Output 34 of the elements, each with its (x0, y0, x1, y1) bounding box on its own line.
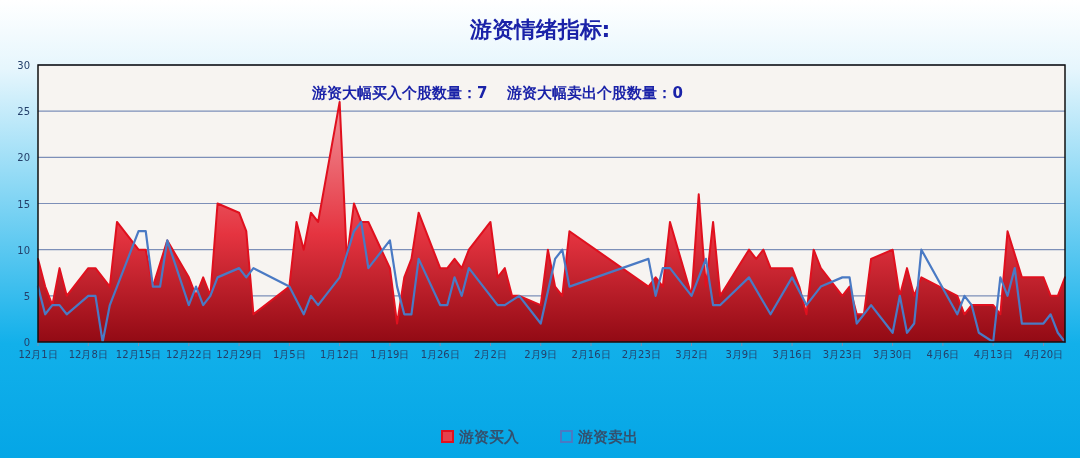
x-tick-label: 4月13日 (973, 349, 1013, 360)
x-tick-label: 12月29日 (216, 349, 262, 360)
x-tick-label: 2月9日 (524, 349, 558, 360)
x-tick-label: 4月20日 (1023, 349, 1063, 360)
line-series (36, 220, 1067, 344)
x-tick-label: 1月26日 (420, 349, 460, 360)
x-tick-label: 3月2日 (675, 349, 708, 360)
y-tick-label: 25 (17, 106, 30, 118)
legend-label: 游资卖出 (577, 428, 638, 446)
annotation: 游资大幅卖出个股数量：0 (506, 84, 683, 102)
x-tick-label: 3月9日 (725, 349, 759, 360)
x-tick-label: 2月2日 (474, 349, 507, 360)
x-tick-label: 2月23日 (621, 349, 661, 360)
y-tick-label: 20 (17, 152, 30, 164)
x-tick-label: 3月16日 (772, 349, 812, 360)
x-tick-label: 12月15日 (115, 349, 162, 360)
y-tick-label: 5 (23, 290, 30, 302)
x-tick-label: 2月16日 (571, 349, 611, 360)
y-tick-label: 30 (17, 60, 30, 71)
x-tick-label: 1月12日 (320, 349, 360, 360)
x-tick-label: 12月1日 (18, 349, 58, 360)
chart-title: 游资情绪指标: (468, 17, 611, 42)
y-tick-label: 10 (17, 244, 30, 256)
x-tick-label: 1月5日 (273, 349, 306, 360)
y-tick-label: 0 (23, 337, 30, 348)
x-tick-label: 12月8日 (68, 349, 108, 360)
y-tick-label: 15 (17, 198, 30, 210)
annotation: 游资大幅买入个股数量：7 (311, 84, 488, 102)
x-tick-label: 3月30日 (873, 349, 913, 360)
x-tick-label: 12月22日 (166, 349, 212, 360)
x-tick-label: 1月19日 (370, 349, 410, 360)
x-tick-label: 3月23日 (822, 349, 862, 360)
x-tick-label: 4月6日 (926, 349, 960, 360)
legend-label: 游资买入 (458, 428, 520, 446)
